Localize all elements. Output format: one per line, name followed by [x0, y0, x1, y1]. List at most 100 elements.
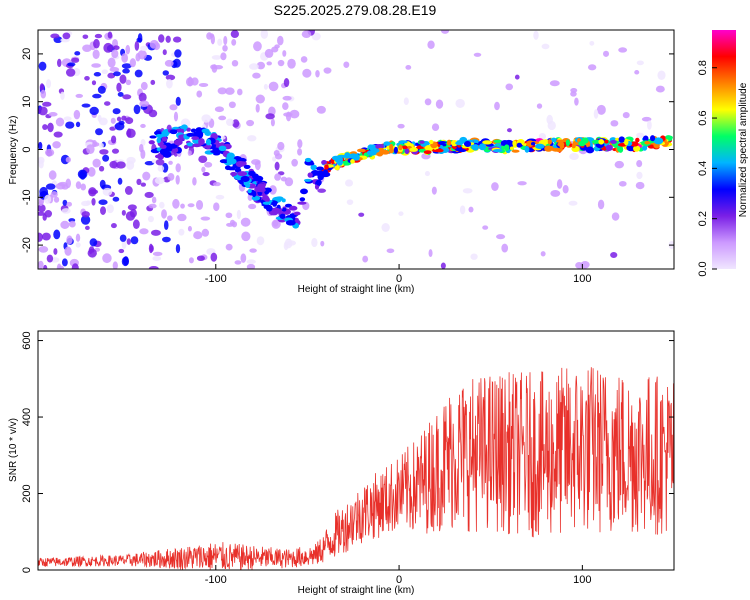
spectral-blob: [63, 116, 72, 121]
spectral-blob: [121, 239, 127, 250]
spectral-blob: [50, 191, 58, 198]
ridge-blob: [389, 143, 394, 150]
spectral-blob: [53, 196, 60, 203]
spectral-blob: [229, 219, 236, 226]
spectral-blob: [196, 90, 203, 98]
spectral-blob: [139, 100, 150, 107]
ridge-blob: [571, 143, 576, 149]
spectral-blob: [232, 119, 240, 128]
spectral-blob: [568, 200, 578, 206]
ridge-blob: [305, 162, 315, 166]
snr-y-ticks: 0 200 400 600: [21, 331, 674, 573]
spectral-blob: [211, 55, 222, 60]
ridge-blob: [605, 144, 613, 151]
spectral-blob: [611, 212, 620, 221]
ridge-blob: [173, 139, 183, 146]
spectral-blob: [44, 209, 53, 218]
spectral-blob: [569, 152, 579, 161]
figure-title: S225.2025.279.08.28.E19: [273, 2, 437, 18]
ridge-blob: [288, 205, 298, 211]
ridge-blob: [383, 141, 391, 146]
ridge-blob: [524, 145, 530, 153]
spectral-blob: [217, 38, 223, 46]
spectral-blob: [381, 223, 390, 232]
spectral-blob: [102, 253, 112, 264]
snr-series-line: [38, 367, 674, 570]
spectral-blob: [140, 149, 146, 160]
ridge-blob: [435, 148, 444, 153]
ridge-blob: [159, 144, 167, 149]
ridge-blob: [610, 139, 617, 144]
spectral-blob: [134, 40, 140, 51]
ridge-blob: [630, 141, 639, 147]
spectral-blob: [320, 240, 325, 247]
spectral-blob: [473, 52, 482, 57]
spectral-blob: [386, 248, 395, 254]
spectral-blob: [133, 104, 141, 115]
spectral-blob: [48, 112, 58, 117]
spectral-blob: [549, 80, 560, 87]
spectral-blob: [95, 128, 103, 136]
spectral-blob: [45, 183, 56, 190]
ridge-blob: [195, 127, 203, 134]
spectral-blob: [38, 204, 46, 213]
spectral-blob: [300, 56, 308, 63]
spectral-blob: [57, 181, 68, 187]
ridge-blob: [504, 144, 510, 151]
spectral-blob: [431, 186, 437, 195]
spectrogram-y-label: Frequency (Hz): [8, 116, 19, 185]
spectral-blob: [297, 139, 303, 149]
spectral-blob: [102, 154, 110, 162]
spectral-blob: [277, 59, 285, 67]
spectral-blob: [634, 70, 640, 75]
ridge-blob: [219, 159, 229, 164]
ridge-blob: [285, 219, 296, 226]
spectral-blob: [201, 114, 212, 123]
spectral-blob: [80, 215, 91, 225]
spectral-blob: [282, 102, 289, 111]
ridge-blob: [190, 128, 197, 133]
spectral-blob: [124, 186, 133, 195]
spectral-blob: [514, 74, 520, 80]
spectral-blob: [139, 228, 149, 235]
colorbar-ticks: 0.0 0.2 0.4 0.6 0.8: [697, 60, 717, 277]
spectral-blob: [193, 231, 203, 240]
ridge-blob: [535, 143, 545, 149]
spectral-blob: [62, 32, 71, 40]
spectral-blob: [123, 256, 129, 266]
ridge-blob: [633, 145, 641, 152]
spectral-blob: [280, 176, 288, 182]
ridge-blob: [336, 159, 343, 166]
spectral-blob: [614, 160, 625, 169]
spectral-blob: [38, 200, 43, 207]
spectral-blob: [187, 76, 193, 87]
spectral-blob: [175, 175, 180, 185]
spectral-blob: [162, 70, 169, 76]
spectral-blob: [112, 45, 120, 51]
ridge-blob: [282, 207, 287, 212]
spectral-blob: [71, 57, 80, 63]
spectral-blob: [126, 156, 136, 164]
spectral-blob: [66, 235, 73, 245]
ridge-blob: [618, 136, 625, 143]
spectral-blob: [73, 109, 81, 120]
ridge-blob: [641, 145, 648, 151]
spectral-blob: [346, 199, 354, 205]
spectral-blob: [65, 121, 75, 129]
ridge-blob: [478, 143, 487, 151]
spectral-blob: [165, 35, 171, 43]
spectral-blob: [38, 61, 47, 71]
spectral-blob: [46, 79, 52, 89]
ridge-blob: [615, 137, 620, 142]
spectral-blob: [168, 160, 173, 165]
x-tick-label: 0: [396, 574, 402, 586]
spectral-blob: [302, 68, 312, 78]
ridge-blob: [270, 207, 281, 211]
spectral-blob: [297, 148, 303, 156]
spectral-blob: [53, 229, 61, 240]
ridge-blob: [175, 128, 185, 132]
spectral-blob: [116, 116, 122, 122]
spectral-blob: [140, 123, 146, 128]
ridge-blob: [253, 175, 264, 182]
ridge-blob: [297, 201, 307, 205]
